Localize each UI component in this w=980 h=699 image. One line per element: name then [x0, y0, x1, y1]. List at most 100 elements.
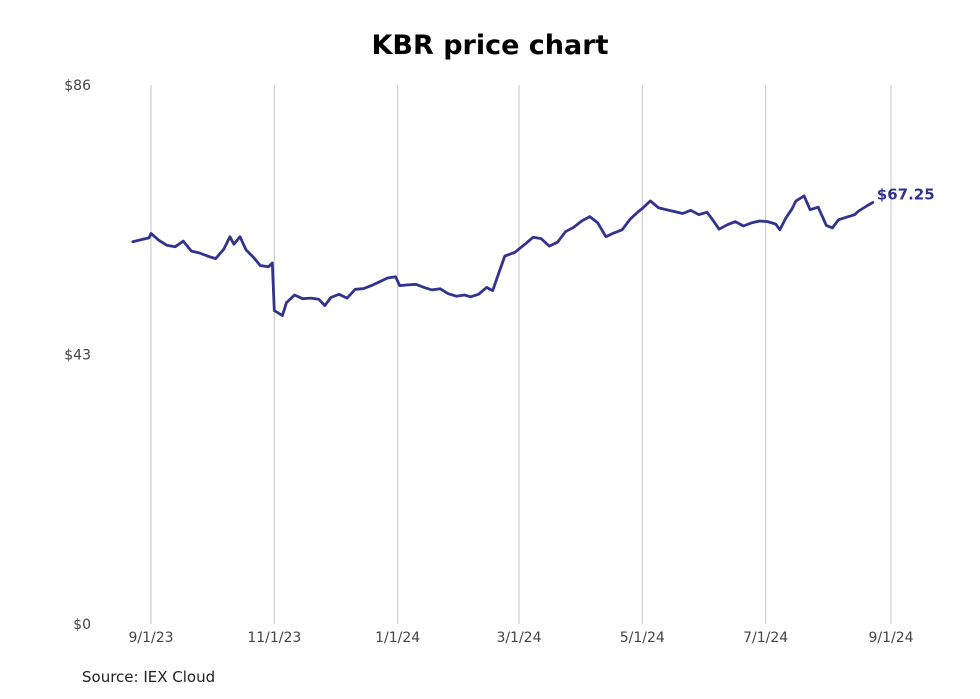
price-point — [398, 284, 401, 287]
y-tick-label: $43 — [64, 348, 91, 364]
price-point — [742, 225, 745, 227]
chart-title: KBR price chart — [371, 30, 609, 61]
price-point — [690, 209, 692, 212]
price-point — [629, 218, 631, 220]
price-point — [641, 207, 644, 210]
price-point — [524, 243, 526, 245]
price-point — [803, 195, 805, 197]
price-point — [809, 208, 811, 211]
price-point — [285, 301, 288, 304]
price-point — [491, 289, 494, 292]
price-point — [514, 251, 516, 254]
price-point — [267, 266, 270, 268]
price-point — [455, 295, 458, 298]
price-point — [837, 219, 840, 221]
price-point — [378, 281, 381, 283]
price-point — [706, 211, 708, 213]
price-point — [580, 220, 583, 222]
source-note: Source: IEX Cloud — [82, 668, 216, 686]
y-tick-label: $86 — [64, 78, 91, 94]
price-point — [795, 200, 797, 202]
price-point — [825, 224, 828, 227]
price-series-line — [131, 194, 875, 317]
price-point — [277, 312, 280, 314]
price-point — [621, 229, 623, 231]
price-point — [318, 298, 320, 301]
price-point — [605, 235, 607, 238]
price-point — [245, 249, 247, 251]
price-point — [259, 264, 262, 267]
price-point — [548, 245, 551, 247]
price-point — [346, 297, 348, 299]
price-point — [485, 286, 488, 289]
price-point — [597, 222, 599, 224]
price-point — [540, 237, 542, 240]
series-layer — [131, 194, 875, 317]
price-point — [239, 235, 241, 238]
price-point — [273, 309, 276, 312]
price-point — [447, 292, 450, 295]
price-point — [718, 228, 720, 230]
y-axis-ticks: $0 $43 $86 — [64, 78, 91, 633]
price-point — [853, 213, 856, 216]
price-point — [214, 257, 217, 260]
price-point — [271, 262, 274, 264]
price-point — [872, 201, 874, 204]
price-point — [726, 224, 728, 226]
price-point — [477, 293, 480, 296]
price-point — [637, 210, 640, 213]
price-point — [750, 222, 753, 224]
x-tick-label: 9/1/24 — [868, 630, 913, 646]
price-point — [865, 205, 868, 207]
price-point — [775, 223, 777, 225]
price-point — [463, 294, 466, 296]
x-tick-label: 5/1/24 — [620, 630, 665, 646]
price-point — [293, 294, 296, 296]
price-point — [338, 293, 340, 296]
y-tick-label: $0 — [73, 617, 91, 633]
price-point — [831, 227, 834, 229]
price-point — [182, 240, 185, 242]
price-point — [132, 240, 134, 243]
price-point — [845, 216, 848, 218]
x-tick-label: 7/1/24 — [743, 630, 788, 646]
price-point — [223, 248, 225, 250]
price-point — [394, 276, 397, 278]
price-point — [857, 210, 860, 212]
price-point — [564, 230, 567, 233]
price-point — [785, 217, 787, 219]
price-point — [233, 243, 235, 245]
price-point — [734, 220, 737, 223]
price-point — [362, 287, 365, 290]
price-point — [588, 215, 591, 218]
price-point — [758, 220, 761, 222]
price-point — [431, 289, 433, 291]
price-point — [309, 297, 312, 299]
price-point — [174, 245, 177, 248]
price-point — [791, 208, 793, 210]
price-point — [698, 213, 700, 216]
x-axis-ticks: 9/1/23 11/1/23 1/1/24 3/1/24 5/1/24 7/1/24 9/1… — [128, 630, 913, 646]
price-point — [166, 244, 168, 247]
price-point — [504, 255, 506, 257]
price-point — [253, 257, 255, 259]
price-point — [673, 210, 676, 213]
price-point — [198, 252, 201, 254]
price-point — [301, 297, 304, 300]
price-point — [649, 200, 652, 202]
data-labels: $67.25 — [877, 186, 935, 204]
price-point — [469, 296, 472, 298]
price-point — [354, 288, 357, 291]
price-point — [324, 304, 326, 307]
price-point — [766, 220, 769, 223]
price-point — [386, 277, 389, 279]
price-point — [148, 237, 150, 239]
price-point — [150, 232, 152, 235]
price-point — [665, 208, 668, 211]
price-point — [206, 255, 209, 257]
price-point — [140, 239, 142, 241]
grid-lines — [150, 85, 892, 624]
price-point — [370, 284, 373, 287]
price-point — [681, 212, 684, 215]
price-point — [817, 206, 819, 208]
